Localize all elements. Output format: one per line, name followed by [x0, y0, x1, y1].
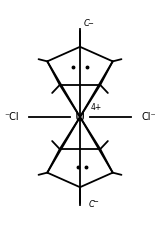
Text: Cl⁻: Cl⁻ [141, 112, 156, 122]
Text: 4+: 4+ [90, 103, 102, 112]
Text: −: − [92, 199, 98, 205]
Text: U: U [75, 110, 85, 124]
Text: C: C [84, 19, 90, 28]
Text: −: − [88, 21, 94, 27]
Text: ⁻Cl: ⁻Cl [4, 112, 19, 122]
Text: C: C [89, 200, 95, 209]
